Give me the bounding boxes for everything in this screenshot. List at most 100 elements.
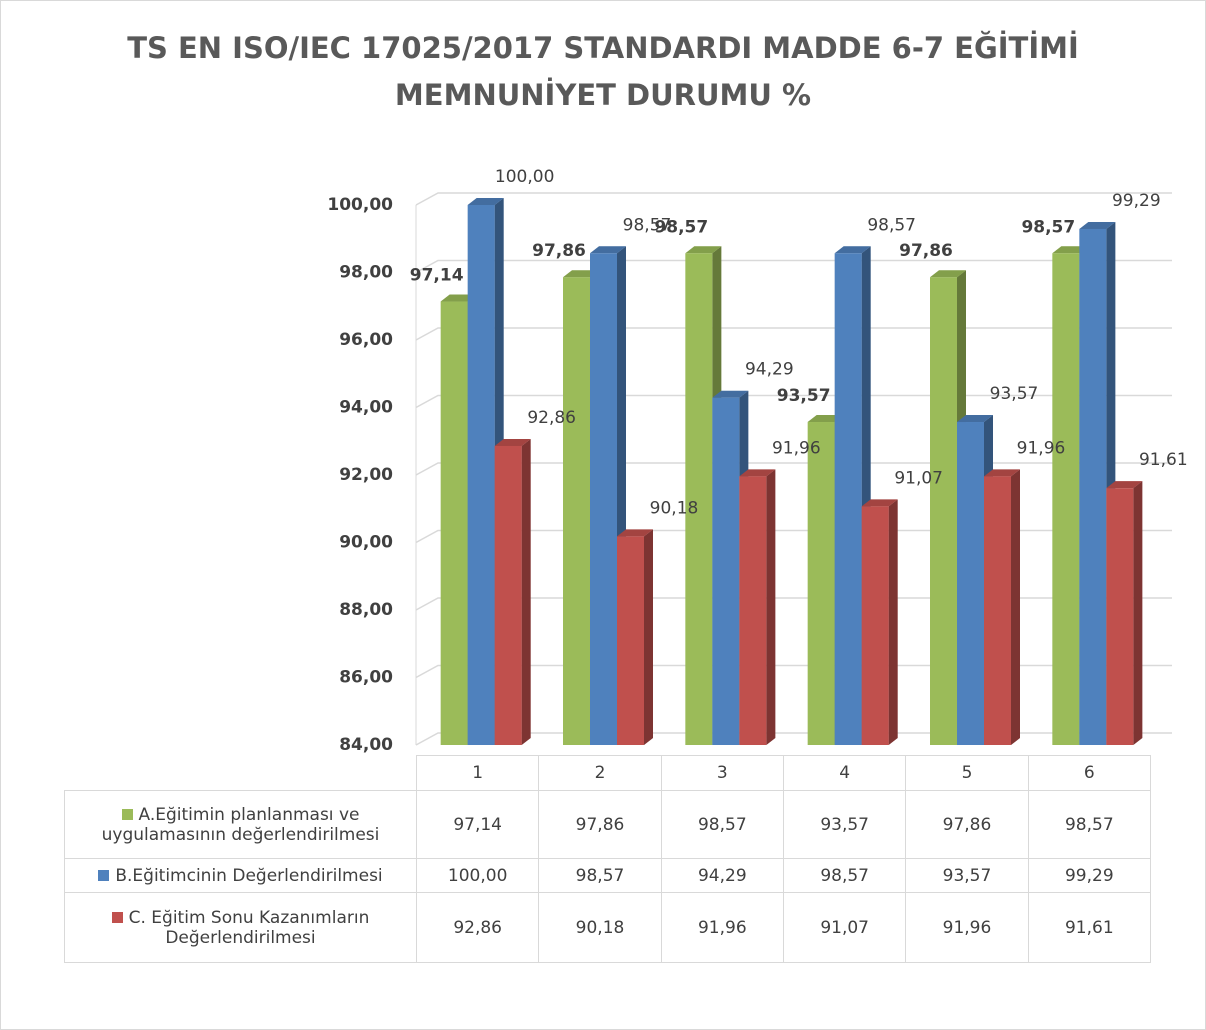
table-cell: 91,96 xyxy=(905,892,1029,963)
data-label: 91,96 xyxy=(1017,438,1066,458)
bar xyxy=(834,253,862,745)
bar-side-shade xyxy=(1133,481,1143,745)
grid-line xyxy=(415,192,1172,206)
data-label: 97,86 xyxy=(899,241,953,261)
y-tick-label: 94,00 xyxy=(339,398,393,418)
bar xyxy=(957,422,984,745)
table-cell: 97,14 xyxy=(415,790,540,859)
bar xyxy=(563,277,590,745)
bar-top xyxy=(984,469,1020,477)
data-label: 91,07 xyxy=(894,468,943,488)
bar-top-shade xyxy=(739,469,776,477)
bar-top xyxy=(1079,221,1116,229)
bar-top xyxy=(834,246,871,254)
data-label: 98,57 xyxy=(867,215,916,235)
grid-line xyxy=(415,462,1172,476)
bar-side-shade xyxy=(766,469,776,745)
data-label: 91,96 xyxy=(772,438,821,458)
legend-label: C. Eğitim Sonu Kazanımların Değerlendiri… xyxy=(128,907,370,948)
x-tick-label: 6 xyxy=(1027,755,1151,791)
legend-swatch xyxy=(121,808,133,820)
table-cell: 93,57 xyxy=(782,790,907,859)
data-label: 97,14 xyxy=(410,266,464,286)
bar xyxy=(467,205,495,745)
grid-line xyxy=(415,664,1172,679)
bar-side xyxy=(521,438,531,745)
data-label: 90,18 xyxy=(650,498,699,518)
table-cell: 92,86 xyxy=(415,892,540,963)
chart-title: TS EN ISO/IEC 17025/2017 STANDARDI MADDE… xyxy=(127,31,1079,112)
y-tick-label: 88,00 xyxy=(339,600,393,620)
grid-line xyxy=(415,327,1172,341)
table-cell: 99,29 xyxy=(1027,858,1151,893)
bar-top xyxy=(617,529,653,537)
legend-label: B.Eğitimcinin Değerlendirilmesi xyxy=(115,865,383,886)
table-row: C. Eğitim Sonu Kazanımların Değerlendiri… xyxy=(64,892,1151,963)
bar-top xyxy=(590,246,626,254)
bar-top-shade xyxy=(467,198,504,205)
legend-label: A.Eğitimin planlanması ve uygulamasının … xyxy=(101,804,380,845)
legend-swatch xyxy=(111,911,123,923)
bar-top-shade xyxy=(712,390,749,398)
x-tick-label: 5 xyxy=(905,755,1029,791)
bar-top-shade xyxy=(984,469,1020,477)
bar xyxy=(930,277,957,745)
bar-top xyxy=(739,469,776,477)
bar-top xyxy=(861,499,898,507)
bar-side-shade xyxy=(644,529,653,745)
y-tick-label: 98,00 xyxy=(339,263,393,283)
bar xyxy=(1106,488,1134,745)
bar-top-shade xyxy=(861,499,898,507)
grid-line xyxy=(415,394,1172,409)
table-cell: 91,61 xyxy=(1027,892,1151,963)
data-label: 97,86 xyxy=(532,241,586,261)
data-table: 1 2 3 4 5 6 A.Eğitimin planlanması ve uygulama… xyxy=(64,755,1151,963)
bar xyxy=(590,253,617,745)
y-tick-label: 86,00 xyxy=(339,668,393,688)
x-tick-label: 1 xyxy=(415,755,540,791)
table-cell: 94,29 xyxy=(660,858,784,893)
table-cell: 100,00 xyxy=(415,858,540,893)
legend-cell: C. Eğitim Sonu Kazanımların Değerlendiri… xyxy=(64,892,417,963)
bar xyxy=(712,397,740,745)
bar-side-shade xyxy=(888,499,898,745)
bar xyxy=(984,476,1011,745)
bar-side xyxy=(1011,469,1020,745)
table-cell: 98,57 xyxy=(1027,790,1151,859)
data-label: 93,57 xyxy=(777,386,831,406)
bar-top-shade xyxy=(685,246,722,254)
table-row: A.Eğitimin planlanması ve uygulamasının … xyxy=(64,790,1151,859)
data-label: 99,29 xyxy=(1112,191,1161,211)
table-cell: 97,86 xyxy=(905,790,1029,859)
data-label: 100,00 xyxy=(495,167,554,187)
bar-side-shade xyxy=(1011,469,1020,745)
bar-top-shade xyxy=(1106,481,1143,489)
bar xyxy=(685,253,713,745)
table-cell: 98,57 xyxy=(782,858,907,893)
bar-side xyxy=(644,529,653,745)
bar-side xyxy=(888,499,898,745)
legend-swatch xyxy=(98,869,110,881)
bar xyxy=(861,506,889,745)
data-label: 98,57 xyxy=(623,215,672,235)
bar xyxy=(617,536,644,745)
bar xyxy=(494,445,522,745)
legend-cell: B.Eğitimcinin Değerlendirilmesi xyxy=(64,858,417,893)
data-label: 91,61 xyxy=(1139,450,1188,470)
bar xyxy=(807,422,835,745)
bar-top xyxy=(467,198,504,205)
bar-top-shade xyxy=(590,246,626,254)
grid-line xyxy=(415,732,1172,746)
bar-top-shade xyxy=(930,270,966,278)
grid-line xyxy=(415,259,1172,274)
bar-side xyxy=(1133,481,1143,745)
bar xyxy=(440,301,468,745)
empty-cell xyxy=(65,756,417,791)
table-cell: 98,57 xyxy=(538,858,662,893)
y-tick-label: 92,00 xyxy=(339,465,393,485)
bar-top-shade xyxy=(957,415,993,423)
legend-cell: A.Eğitimin planlanması ve uygulamasının … xyxy=(64,790,417,859)
bar-top-shade xyxy=(617,529,653,537)
